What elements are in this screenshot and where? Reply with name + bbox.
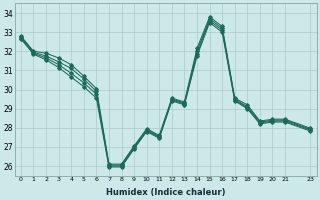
X-axis label: Humidex (Indice chaleur): Humidex (Indice chaleur) (106, 188, 225, 197)
